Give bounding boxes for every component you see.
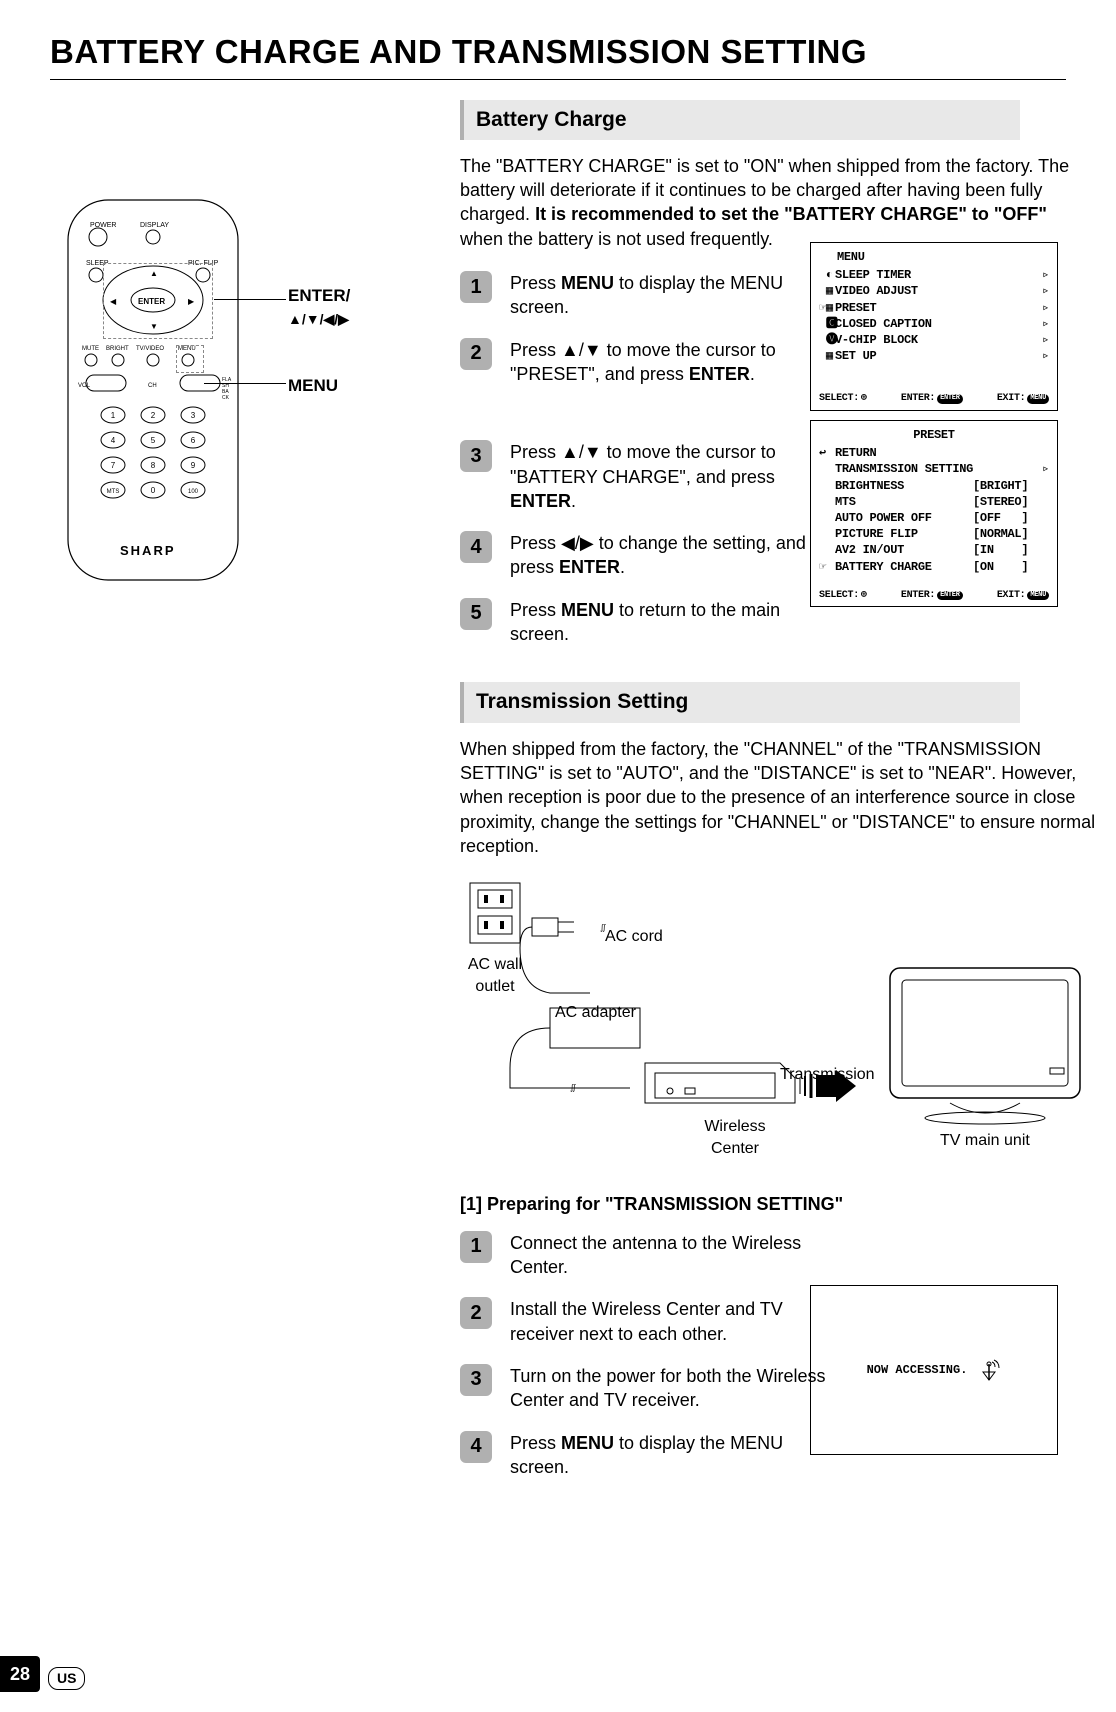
remote-svg: POWER DISPLAY SLEEP PIC. FLIP ENTER ▲ ▼ … (58, 195, 258, 595)
svg-text:6: 6 (191, 436, 196, 445)
svg-text:DISPLAY: DISPLAY (140, 222, 169, 229)
remote-illustration: POWER DISPLAY SLEEP PIC. FLIP ENTER ▲ ▼ … (58, 195, 288, 635)
step-1: 1 Press MENU to display the MENU screen. (460, 271, 840, 320)
svg-text:CH: CH (148, 383, 157, 389)
step-num: 4 (460, 531, 492, 563)
section-heading-battery: Battery Charge (460, 100, 1020, 140)
tstep-3: 3 Turn on the power for both the Wireles… (460, 1364, 840, 1413)
remote-label-menu: MENU (288, 375, 338, 398)
osd-menu-item: 🅲CLOSED CAPTION▹ (819, 316, 1049, 332)
tstep-2: 2 Install the Wireless Center and TV rec… (460, 1297, 840, 1346)
step-num: 3 (460, 440, 492, 472)
svg-text:SHARP: SHARP (120, 543, 176, 558)
label-tv-main-unit: TV main unit (940, 1130, 1030, 1152)
osd-preset-item: TRANSMISSION SETTING▹ (819, 461, 1049, 477)
osd-preset-item: AV2 IN/OUT [IN ] (819, 542, 1049, 558)
title-underline (50, 79, 1066, 80)
osd-menu-item: ☞▦PRESET ▹ (819, 300, 1049, 316)
osd-preset-title: PRESET (819, 427, 1049, 443)
tstep-4: 4 Press MENU to display the MENU screen. (460, 1431, 840, 1480)
transmission-steps: 1 Connect the antenna to the Wireless Ce… (460, 1231, 840, 1479)
svg-text:TV/VIDEO: TV/VIDEO (136, 346, 164, 352)
svg-text:MUTE: MUTE (82, 346, 99, 352)
step-num: 4 (460, 1431, 492, 1463)
page-number: 28 (0, 1656, 40, 1692)
label-wireless-center: Wireless Center (685, 1116, 785, 1159)
osd-menu-item: ▦SET UP ▹ (819, 348, 1049, 364)
osd-menu-title: MENU (837, 249, 1049, 265)
step-4: 4 Press ◀/▶ to change the setting, and p… (460, 531, 840, 580)
page-title: BATTERY CHARGE AND TRANSMISSION SETTING (50, 30, 1066, 75)
battery-steps: 1 Press MENU to display the MENU screen.… (460, 271, 840, 646)
step-num: 2 (460, 1297, 492, 1329)
label-transmission: Transmission (780, 1064, 875, 1086)
osd-preset-item: ↩ RETURN (819, 445, 1049, 461)
svg-text:9: 9 (191, 461, 196, 470)
svg-text:2: 2 (151, 411, 156, 420)
svg-text:5: 5 (151, 436, 156, 445)
svg-text:4: 4 (111, 436, 116, 445)
osd-preset-item: AUTO POWER OFF [OFF ] (819, 510, 1049, 526)
remote-label-arrows: ▲/▼/◀/▶ (288, 311, 349, 327)
now-accessing-text: NOW ACCESSING. (867, 1362, 968, 1378)
svg-text:8: 8 (151, 461, 156, 470)
osd-bottom-bar: SELECT:⊕ ENTER:ENTER EXIT:MENU (819, 392, 1049, 406)
osd-preset-box: PRESET ↩ RETURN TRANSMISSION SETTING▹ BR… (810, 420, 1058, 607)
battery-intro: The "BATTERY CHARGE" is set to "ON" when… (460, 154, 1090, 251)
transmission-intro: When shipped from the factory, the "CHAN… (460, 737, 1100, 858)
svg-text:MTS: MTS (107, 489, 120, 495)
svg-text:3: 3 (191, 411, 196, 420)
osd-bottom-bar: SELECT:⊕ ENTER:ENTER EXIT:MENU (819, 589, 1049, 603)
locale-badge: US (48, 1667, 85, 1690)
dpad-highlight (103, 263, 213, 339)
antenna-icon (977, 1358, 1001, 1382)
menu-btn-highlight (176, 345, 204, 373)
svg-text:100: 100 (188, 489, 199, 495)
label-ac-adapter: AC adapter (555, 1002, 636, 1024)
connection-diagram: ∬ ∬ (460, 878, 1100, 1144)
step-3: 3 Press ▲/▼ to move the cursor to "BATTE… (460, 440, 840, 513)
osd-menu-item: ◐SLEEP TIMER ▹ (819, 267, 1049, 283)
svg-text:VOL: VOL (78, 383, 91, 389)
leader-line-menu (204, 383, 286, 384)
osd-menu-box: MENU ◐SLEEP TIMER ▹ ▦VIDEO ADJUST ▹☞▦PRE… (810, 242, 1058, 411)
osd-menu-item: ▦VIDEO ADJUST ▹ (819, 283, 1049, 299)
leader-line-enter (214, 299, 286, 300)
remote-label-enter: ENTER/ (288, 286, 350, 305)
svg-text:BRIGHT: BRIGHT (106, 346, 129, 352)
step-2: 2 Press ▲/▼ to move the cursor to "PRESE… (460, 338, 840, 387)
svg-text:CK: CK (222, 395, 230, 401)
osd-menu-item: 🅥V-CHIP BLOCK ▹ (819, 332, 1049, 348)
osd-preset-item: MTS [STEREO] (819, 494, 1049, 510)
osd-preset-item: ☞ BATTERY CHARGE [ON ] (819, 559, 1049, 575)
label-ac-cord: AC cord (605, 926, 663, 948)
svg-text:7: 7 (111, 461, 116, 470)
preparing-heading: [1] Preparing for "TRANSMISSION SETTING" (460, 1192, 1066, 1216)
step-5: 5 Press MENU to return to the main scree… (460, 598, 840, 647)
svg-text:0: 0 (151, 486, 156, 495)
svg-text:∬: ∬ (570, 1083, 576, 1092)
svg-text:POWER: POWER (90, 222, 116, 229)
step-num: 2 (460, 338, 492, 370)
step-num: 1 (460, 271, 492, 303)
osd-preset-item: BRIGHTNESS [BRIGHT] (819, 478, 1049, 494)
label-ac-wall-outlet: AC wall outlet (460, 954, 530, 997)
step-num: 5 (460, 598, 492, 630)
osd-preset-item: PICTURE FLIP [NORMAL] (819, 526, 1049, 542)
now-accessing-box: NOW ACCESSING. (810, 1285, 1058, 1455)
step-num: 1 (460, 1231, 492, 1263)
svg-text:1: 1 (111, 411, 116, 420)
tstep-1: 1 Connect the antenna to the Wireless Ce… (460, 1231, 840, 1280)
step-num: 3 (460, 1364, 492, 1396)
section-heading-transmission: Transmission Setting (460, 682, 1020, 722)
